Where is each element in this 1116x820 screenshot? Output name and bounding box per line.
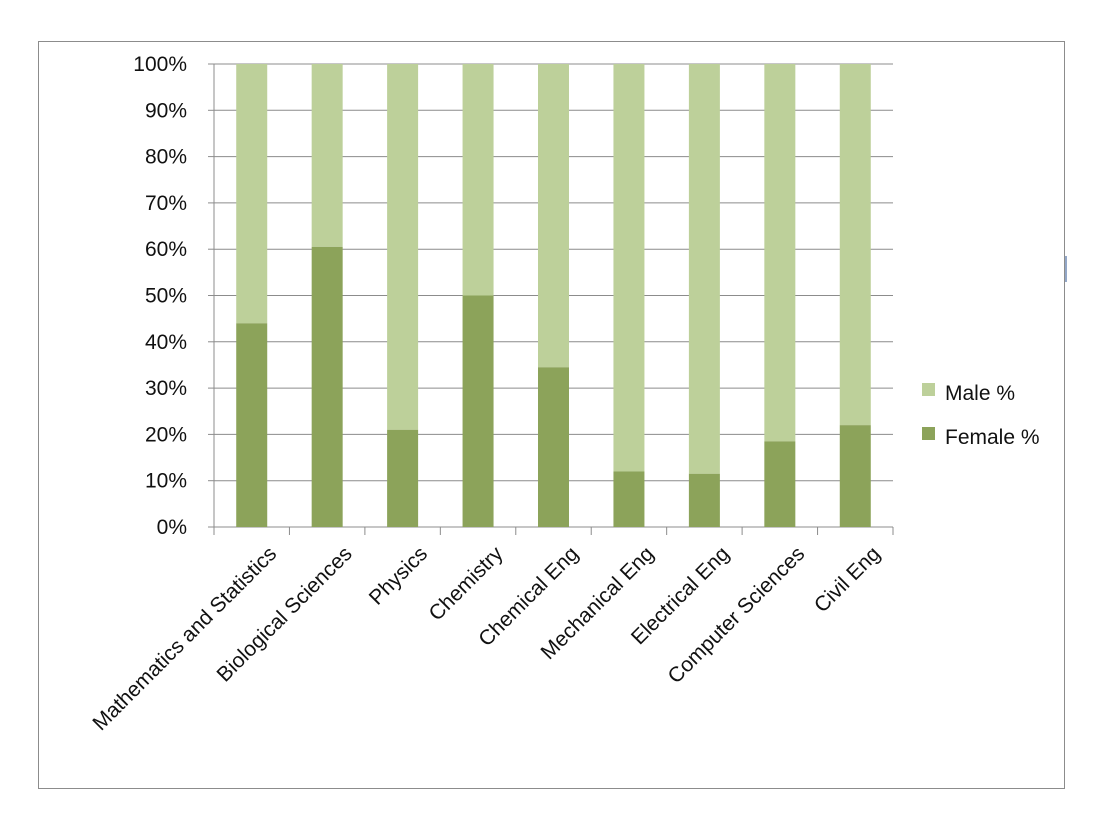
bar-female-2 — [387, 429, 419, 527]
y-tick-label-30pct: 30% — [145, 377, 187, 400]
bar-male-7 — [764, 64, 796, 442]
bar-female-4 — [538, 367, 569, 527]
legend-swatch-male — [922, 383, 935, 396]
bar-female-0 — [236, 323, 268, 527]
bar-female-8 — [839, 425, 871, 527]
y-tick-label-20pct: 20% — [145, 423, 187, 446]
bar-female-6 — [688, 473, 720, 527]
x-tick-label-1: Biological Sciences — [212, 542, 356, 686]
legend-label-female: Female % — [945, 426, 1040, 449]
bar-female-3 — [462, 295, 494, 527]
x-tick-label-8: Civil Eng — [810, 542, 885, 617]
y-tick-label-40pct: 40% — [145, 331, 187, 354]
x-tick-label-7: Computer Sciences — [664, 542, 810, 688]
x-tick-label-2: Physics — [365, 542, 432, 609]
bar-male-6 — [688, 64, 720, 474]
bar-female-1 — [311, 246, 343, 527]
y-tick-label-0pct: 0% — [157, 516, 187, 539]
legend-swatch-female — [922, 427, 935, 440]
bar-male-2 — [387, 64, 419, 430]
legend-label-male: Male % — [945, 382, 1015, 405]
y-tick-label-60pct: 60% — [145, 238, 187, 261]
bar-male-1 — [311, 64, 343, 247]
bar-male-8 — [839, 64, 871, 426]
bar-male-3 — [462, 64, 494, 296]
bar-male-0 — [236, 64, 268, 324]
bar-male-5 — [613, 64, 645, 472]
y-tick-label-100pct: 100% — [133, 53, 187, 76]
y-tick-label-10pct: 10% — [145, 470, 187, 493]
bar-female-7 — [764, 441, 796, 527]
y-tick-label-50pct: 50% — [145, 285, 187, 308]
bar-female-5 — [613, 471, 645, 527]
bar-male-4 — [538, 64, 569, 368]
y-tick-label-70pct: 70% — [145, 192, 187, 215]
y-tick-label-80pct: 80% — [145, 146, 187, 169]
edge-marker — [1065, 256, 1067, 282]
y-tick-label-90pct: 90% — [145, 99, 187, 122]
